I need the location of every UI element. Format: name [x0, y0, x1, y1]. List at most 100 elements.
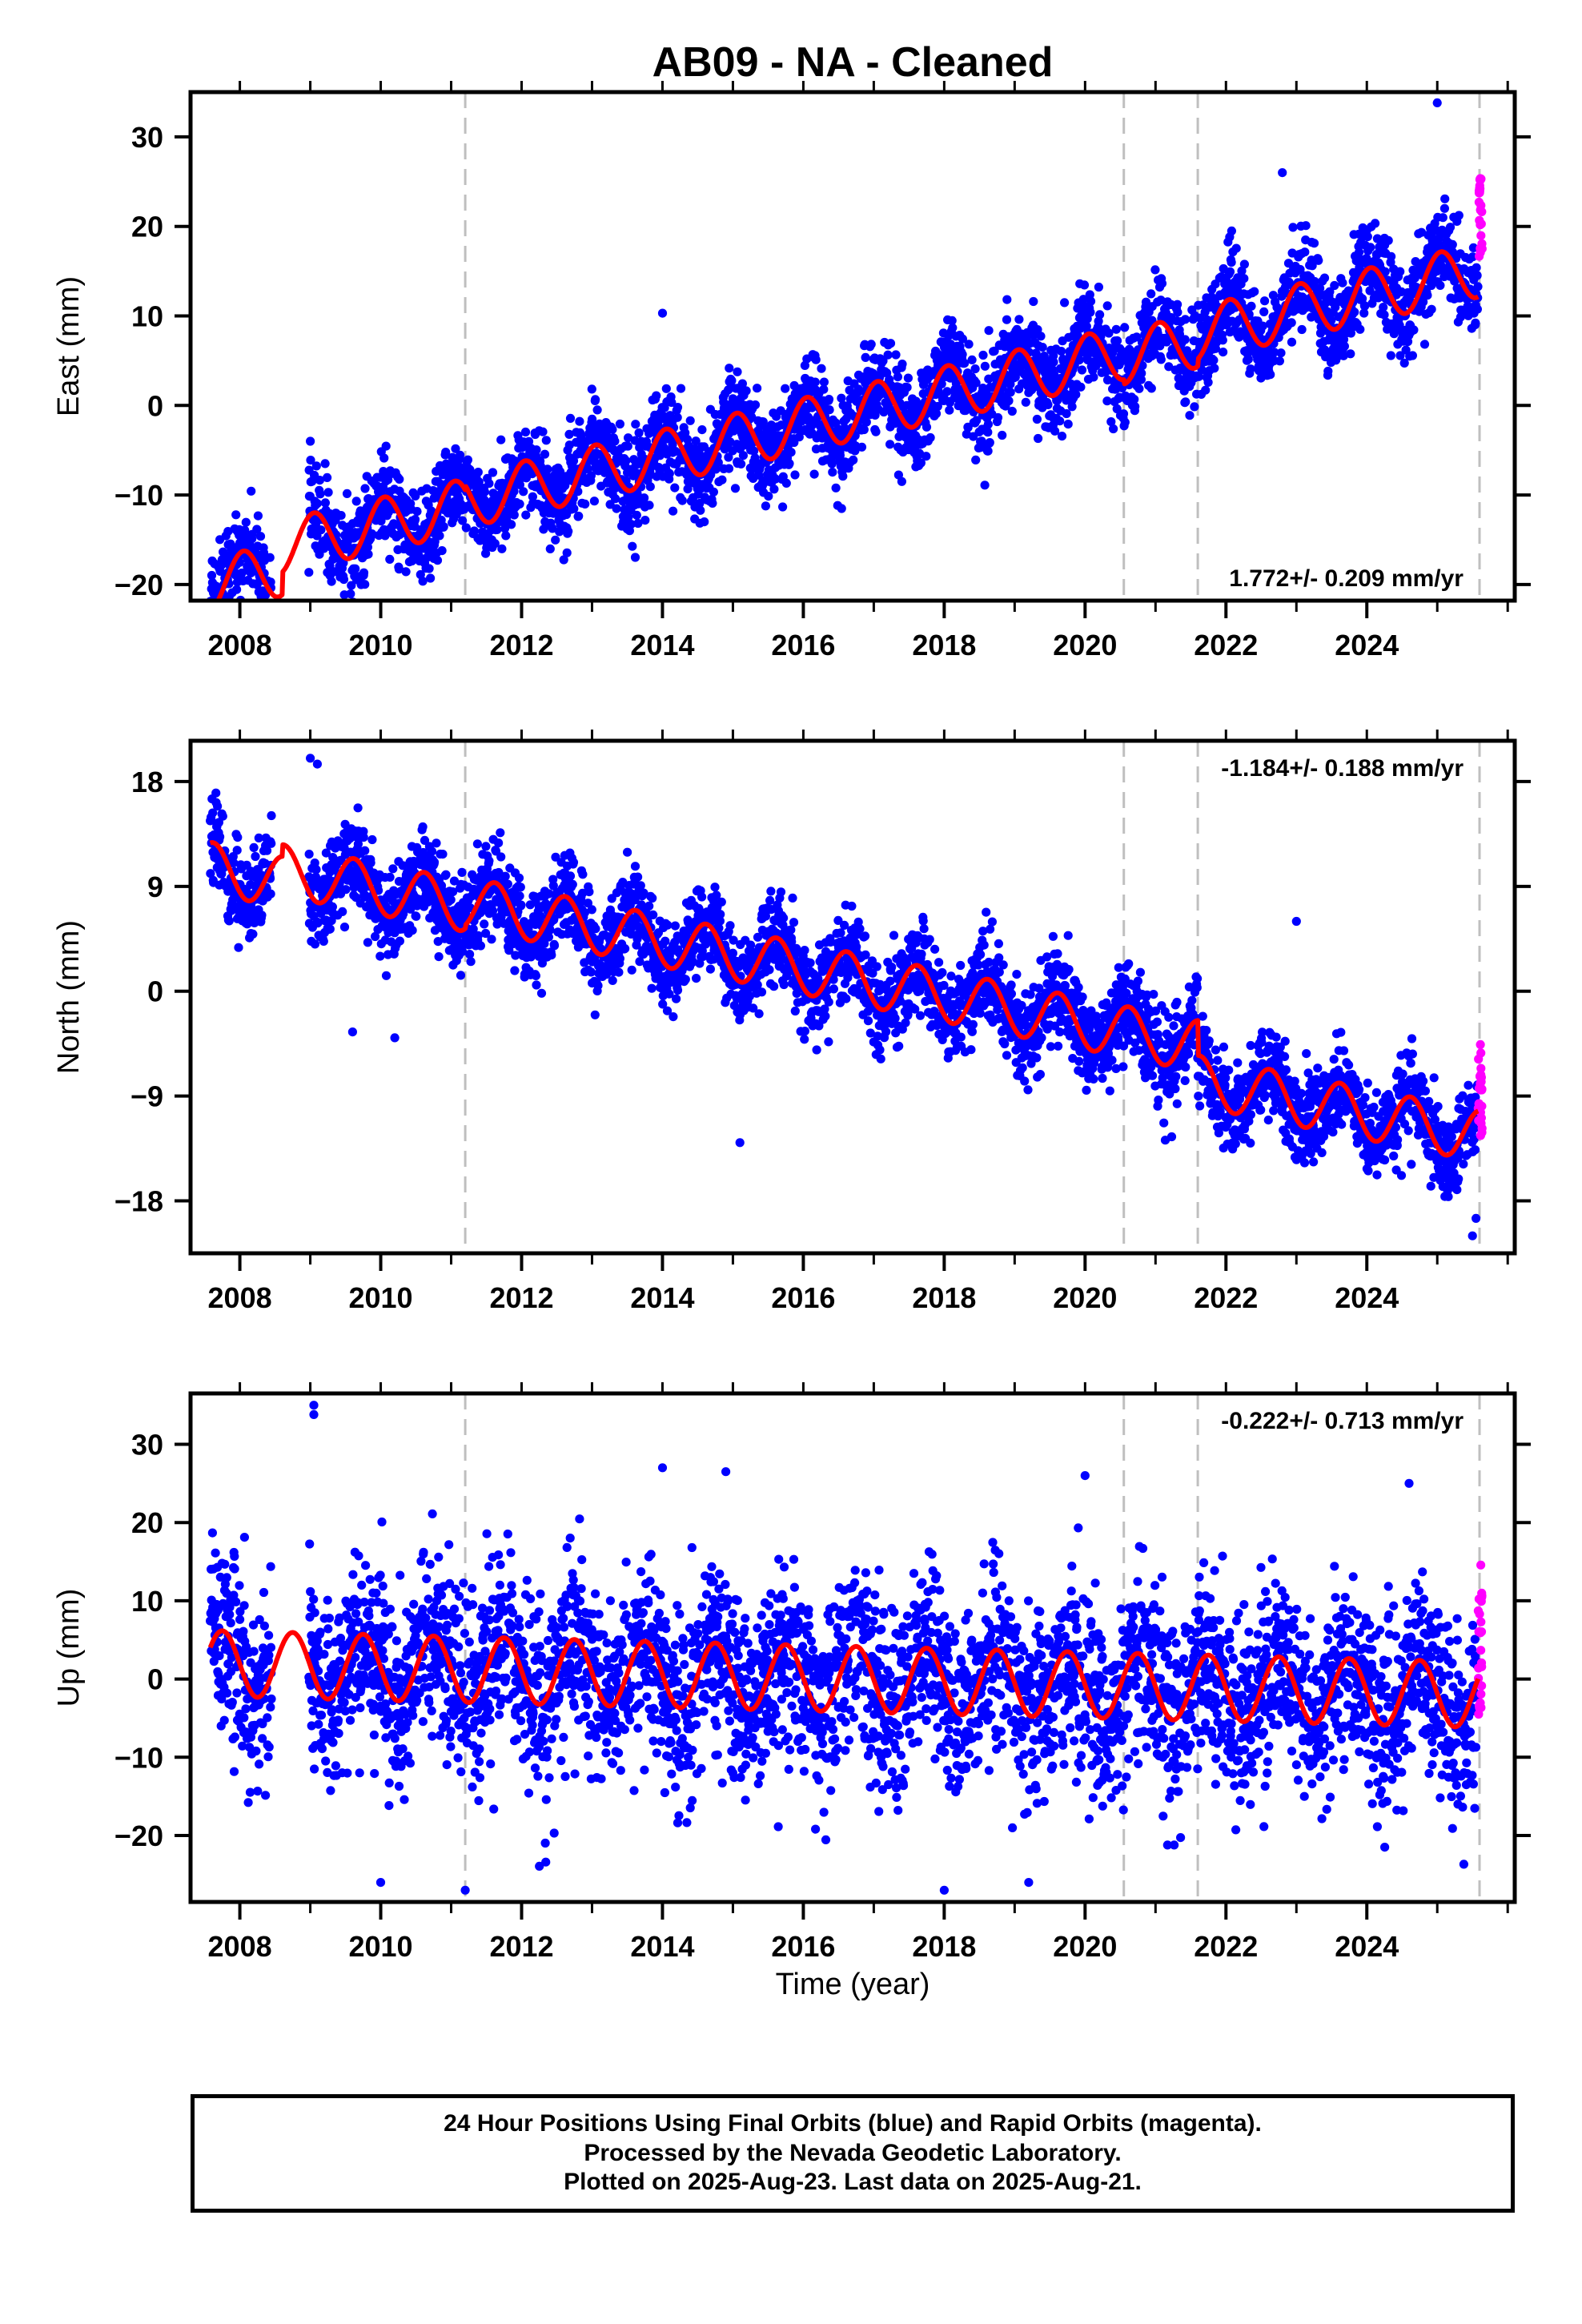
north-data-point: [310, 939, 320, 949]
east-data-point: [605, 500, 615, 509]
north-data-point: [311, 865, 321, 875]
east-data-point: [685, 416, 695, 425]
east-data-point: [497, 544, 507, 553]
east-x-tick-label: 2010: [348, 629, 412, 661]
east-data-point: [1379, 303, 1388, 312]
east-data-point: [1055, 416, 1065, 426]
east-data-point: [1297, 324, 1307, 335]
north-data-point: [251, 851, 260, 862]
east-data-point: [1077, 365, 1087, 375]
east-data-point: [320, 459, 330, 468]
east-data-point: [588, 414, 597, 424]
east-data-point: [212, 604, 221, 613]
east-data-point: [717, 475, 727, 485]
east-data-point: [306, 456, 315, 465]
east-data-point: [456, 450, 465, 460]
east-data-point: [837, 504, 846, 513]
east-data-point: [1250, 287, 1259, 296]
east-data-point: [385, 554, 395, 565]
east-data-point: [786, 448, 796, 457]
east-data-point: [247, 486, 256, 496]
east-data-point: [667, 397, 677, 408]
east-data-point: [1407, 351, 1417, 360]
east-data-point: [1243, 355, 1253, 364]
east-data-point: [1366, 243, 1375, 252]
east-rapid-point: [1476, 200, 1486, 211]
east-data-point: [921, 422, 932, 432]
east-data-point: [559, 555, 568, 565]
east-data-point: [259, 619, 267, 628]
east-data-point: [713, 458, 723, 468]
east-data-point: [967, 355, 977, 364]
east-data-point: [897, 476, 906, 486]
east-data-point: [562, 548, 572, 557]
east-data-point: [1111, 324, 1121, 334]
east-data-point: [697, 425, 707, 435]
east-data-point: [695, 498, 705, 509]
east-data-point: [631, 420, 640, 429]
east-y-tick-label: 20: [131, 211, 163, 243]
east-data-point: [435, 531, 444, 541]
east-data-point: [1076, 382, 1086, 392]
east-data-point: [778, 502, 788, 512]
east-data-point: [1218, 336, 1227, 345]
east-data-point: [1288, 223, 1298, 232]
east-data-point: [871, 427, 881, 436]
east-data-point: [580, 499, 590, 509]
east-data-point: [626, 520, 636, 529]
north-data-point: [366, 858, 375, 867]
north-data-point: [586, 967, 596, 977]
north-data-point: [381, 971, 391, 980]
east-data-point: [1301, 221, 1311, 231]
north-data-point: [516, 883, 525, 892]
east-data-point: [1239, 274, 1249, 283]
north-data-point: [614, 967, 624, 977]
east-data-point: [983, 446, 993, 456]
east-data-point: [411, 491, 420, 501]
east-data-point: [828, 468, 837, 477]
east-data-point: [1473, 282, 1483, 292]
east-data-point: [1472, 271, 1482, 280]
east-data-point: [532, 445, 541, 455]
east-data-point: [903, 373, 913, 383]
east-data-point: [861, 378, 870, 388]
east-data-point: [1330, 280, 1339, 291]
east-data-point: [1355, 247, 1364, 257]
east-data-point: [336, 511, 346, 521]
east-data-point: [964, 340, 974, 349]
east-data-point: [1120, 323, 1130, 332]
east-data-point: [945, 405, 954, 415]
east-data-point: [809, 469, 819, 479]
east-data-point: [1057, 432, 1067, 441]
east-data-point: [346, 589, 355, 599]
north-data-point: [480, 919, 489, 929]
east-data-point: [1227, 226, 1236, 235]
north-data-point: [338, 907, 347, 916]
north-data-point: [515, 891, 524, 901]
east-data-point: [623, 441, 632, 451]
east-data-point: [265, 553, 275, 562]
north-data-point: [234, 943, 243, 952]
east-data-point: [730, 484, 741, 493]
east-data-point: [367, 529, 377, 539]
north-data-point: [353, 803, 363, 813]
east-data-point: [1134, 384, 1144, 393]
east-data-point: [824, 395, 834, 404]
east-data-point: [218, 610, 227, 619]
east-data-point: [1409, 325, 1419, 335]
east-outlier-point: [657, 308, 668, 318]
east-data-point: [589, 497, 600, 506]
north-data-point: [438, 850, 448, 859]
east-data-point: [1440, 194, 1450, 203]
north-data-point: [516, 900, 526, 910]
east-data-point: [1038, 343, 1047, 352]
east-data-point: [1036, 332, 1046, 341]
east-data-point: [1300, 247, 1310, 257]
east-data-point: [1102, 301, 1112, 311]
east-data-point: [677, 496, 687, 505]
east-data-point: [315, 476, 324, 485]
east-data-point: [215, 602, 223, 611]
east-data-point: [426, 573, 436, 583]
east-data-point: [1004, 396, 1014, 406]
east-data-point: [565, 413, 576, 424]
